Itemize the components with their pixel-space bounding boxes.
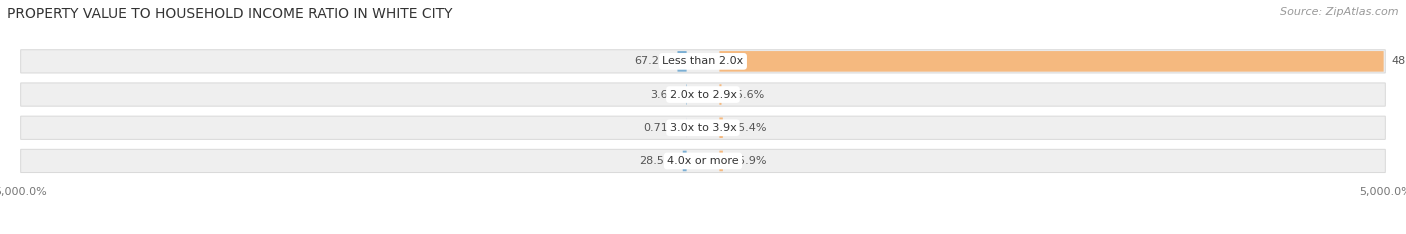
- FancyBboxPatch shape: [21, 116, 1385, 139]
- FancyBboxPatch shape: [678, 51, 686, 72]
- Text: 67.2%: 67.2%: [634, 56, 669, 66]
- Text: Source: ZipAtlas.com: Source: ZipAtlas.com: [1281, 7, 1399, 17]
- FancyBboxPatch shape: [21, 149, 1385, 172]
- Text: 3.0x to 3.9x: 3.0x to 3.9x: [669, 123, 737, 133]
- Text: 25.9%: 25.9%: [731, 156, 766, 166]
- Text: 3.6%: 3.6%: [650, 90, 678, 99]
- Text: 25.4%: 25.4%: [731, 123, 766, 133]
- Text: 4867.8%: 4867.8%: [1392, 56, 1406, 66]
- FancyBboxPatch shape: [21, 83, 1385, 106]
- Text: 0.71%: 0.71%: [643, 123, 678, 133]
- FancyBboxPatch shape: [720, 51, 1384, 72]
- Text: 4.0x or more: 4.0x or more: [668, 156, 738, 166]
- FancyBboxPatch shape: [720, 117, 723, 138]
- Text: PROPERTY VALUE TO HOUSEHOLD INCOME RATIO IN WHITE CITY: PROPERTY VALUE TO HOUSEHOLD INCOME RATIO…: [7, 7, 453, 21]
- FancyBboxPatch shape: [720, 151, 723, 171]
- FancyBboxPatch shape: [683, 151, 686, 171]
- Text: 28.5%: 28.5%: [640, 156, 675, 166]
- Text: 2.0x to 2.9x: 2.0x to 2.9x: [669, 90, 737, 99]
- FancyBboxPatch shape: [720, 84, 721, 105]
- Text: 15.6%: 15.6%: [730, 90, 765, 99]
- FancyBboxPatch shape: [21, 50, 1385, 73]
- Text: Less than 2.0x: Less than 2.0x: [662, 56, 744, 66]
